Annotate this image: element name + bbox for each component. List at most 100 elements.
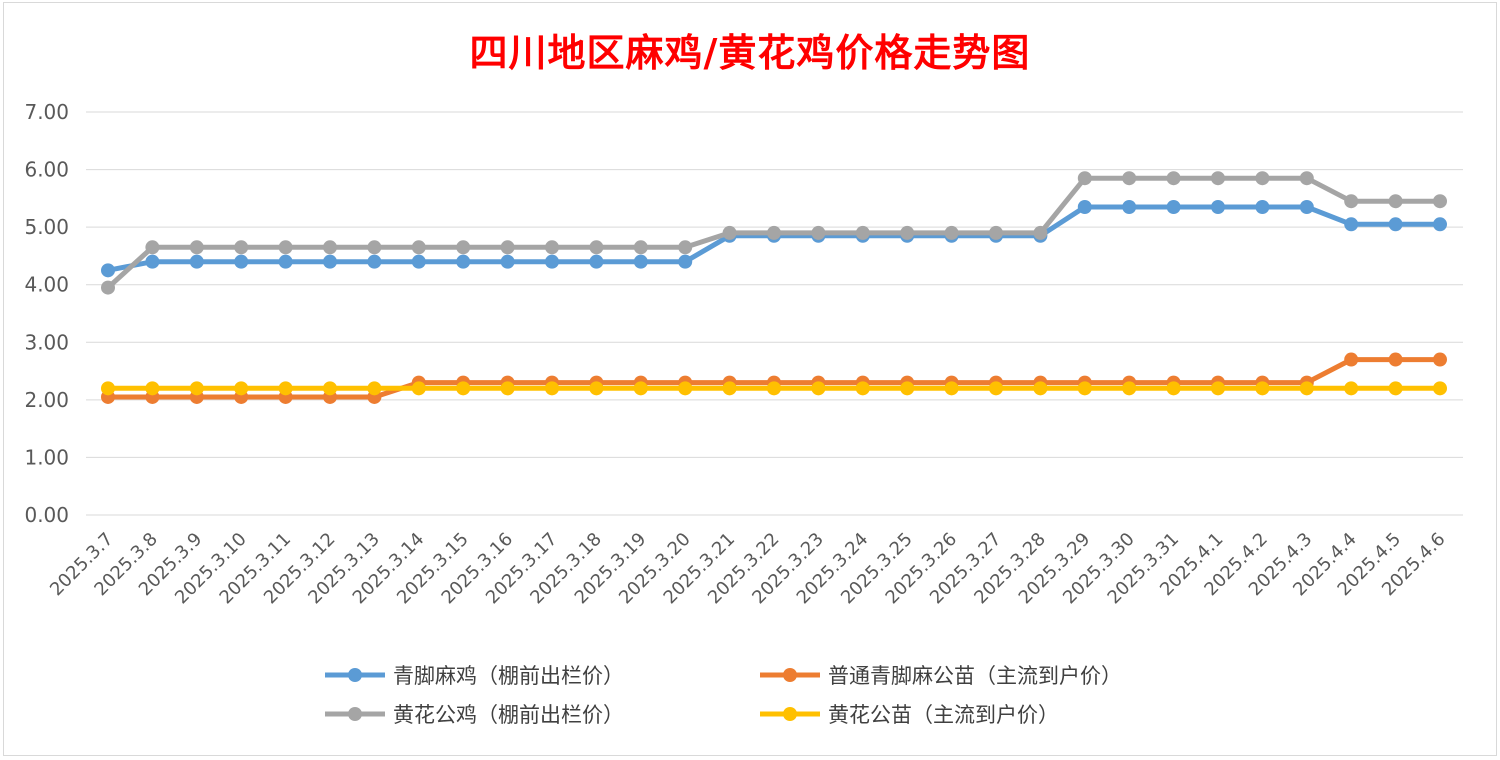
data-point <box>145 381 160 396</box>
data-point <box>500 381 515 396</box>
legend-item: 黄花公鸡（棚前出栏价） <box>325 703 624 727</box>
y-tick-label: 3.00 <box>24 330 69 354</box>
legend-swatch-marker <box>783 668 797 682</box>
gridlines <box>86 111 1463 516</box>
data-point <box>101 280 115 295</box>
data-point <box>1166 381 1181 396</box>
data-point <box>323 381 337 396</box>
data-point <box>811 381 826 396</box>
data-point <box>1433 194 1447 209</box>
x-axis-ticks: 2025.3.72025.3.82025.3.92025.3.102025.3.… <box>46 529 1450 609</box>
data-point <box>855 381 870 396</box>
data-point <box>367 240 382 255</box>
data-point <box>722 225 737 240</box>
data-point <box>545 240 559 255</box>
data-point <box>989 225 1003 240</box>
data-point <box>589 381 604 396</box>
data-point <box>189 381 204 396</box>
legend-swatch-marker <box>783 707 797 721</box>
data-point <box>545 254 559 269</box>
data-point <box>189 254 204 269</box>
data-point <box>900 381 915 396</box>
y-tick-label: 5.00 <box>24 215 69 239</box>
data-point <box>1433 217 1447 232</box>
data-point <box>722 381 737 396</box>
data-point <box>500 240 515 255</box>
data-point <box>1299 381 1314 396</box>
y-tick-label: 1.00 <box>24 445 69 469</box>
data-point <box>145 240 160 255</box>
legend-label: 普通青脚麻公苗（主流到户价） <box>828 664 1122 688</box>
legend-swatch-marker <box>348 707 362 721</box>
data-point <box>767 381 781 396</box>
data-point <box>1388 352 1403 367</box>
data-point <box>456 254 471 269</box>
data-point <box>633 254 648 269</box>
data-point <box>811 225 826 240</box>
y-tick-label: 7.00 <box>24 100 69 124</box>
data-point <box>234 381 249 396</box>
data-point <box>323 254 337 269</box>
series-lines <box>101 171 1447 404</box>
data-point <box>1388 217 1403 232</box>
legend-label: 黄花公鸡（棚前出栏价） <box>393 703 624 727</box>
data-point <box>1033 225 1048 240</box>
data-point <box>101 263 115 278</box>
data-point <box>1166 199 1181 214</box>
data-point <box>900 225 915 240</box>
data-point <box>1122 199 1137 214</box>
data-point <box>1344 352 1359 367</box>
data-point <box>456 381 471 396</box>
data-point <box>411 240 426 255</box>
data-point <box>189 240 204 255</box>
y-axis-ticks: 0.00 1.00 2.00 3.00 4.00 5.00 6.00 7.00 <box>24 100 69 527</box>
legend-swatch-marker <box>348 668 362 682</box>
data-point <box>1033 381 1048 396</box>
data-point <box>1255 199 1270 214</box>
data-point <box>589 240 604 255</box>
data-point <box>367 381 382 396</box>
data-point <box>278 240 293 255</box>
data-point <box>589 254 604 269</box>
legend-label: 黄花公苗（主流到户价） <box>828 703 1059 727</box>
data-point <box>456 240 471 255</box>
data-point <box>1388 194 1403 209</box>
series-2 <box>101 171 1447 295</box>
chart-title: 四川地区麻鸡/黄花鸡价格走势图 <box>469 30 1031 75</box>
data-point <box>855 225 870 240</box>
data-point <box>1433 381 1447 396</box>
data-point <box>989 381 1003 396</box>
data-point <box>545 381 559 396</box>
data-point <box>1255 171 1270 186</box>
legend-item: 普通青脚麻公苗（主流到户价） <box>760 664 1122 688</box>
data-point <box>678 240 693 255</box>
data-point <box>278 254 293 269</box>
data-point <box>1122 381 1137 396</box>
data-point <box>1211 381 1225 396</box>
data-point <box>633 240 648 255</box>
data-point <box>678 381 693 396</box>
data-point <box>1122 171 1137 186</box>
data-point <box>101 381 115 396</box>
chart-area <box>3 2 1497 756</box>
data-point <box>633 381 648 396</box>
data-point <box>1077 199 1092 214</box>
legend-label: 青脚麻鸡（棚前出栏价） <box>393 664 624 688</box>
data-point <box>1388 381 1403 396</box>
data-point <box>234 240 249 255</box>
data-point <box>145 254 160 269</box>
data-point <box>1433 352 1447 367</box>
legend-item: 黄花公苗（主流到户价） <box>760 703 1059 727</box>
data-point <box>678 254 693 269</box>
data-point <box>323 240 337 255</box>
data-point <box>1255 381 1270 396</box>
data-point <box>411 254 426 269</box>
legend-item: 青脚麻鸡（棚前出栏价） <box>325 664 624 688</box>
data-point <box>1211 199 1225 214</box>
data-point <box>944 381 959 396</box>
data-point <box>500 254 515 269</box>
data-point <box>1211 171 1225 186</box>
data-point <box>1344 194 1359 209</box>
data-point <box>1077 381 1092 396</box>
data-point <box>234 254 249 269</box>
